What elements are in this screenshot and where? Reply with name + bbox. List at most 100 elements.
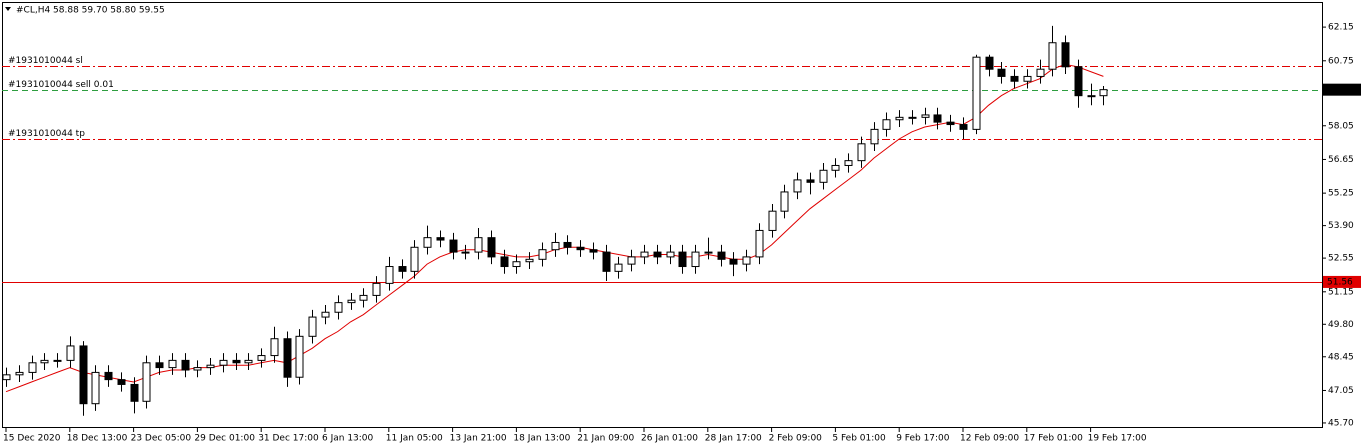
price-label-box bbox=[1323, 83, 1361, 96]
candle-body bbox=[589, 249, 598, 253]
candle-body bbox=[576, 246, 585, 251]
candle-body bbox=[385, 266, 394, 284]
x-tick-label: 9 Feb 17:00 bbox=[896, 434, 950, 444]
candle-body bbox=[895, 116, 904, 121]
candle-body bbox=[295, 335, 304, 378]
candle-body bbox=[142, 362, 151, 402]
price-label: 59.55 bbox=[1327, 85, 1353, 95]
candle-body bbox=[436, 237, 445, 241]
candle-body bbox=[678, 251, 687, 268]
candle-body bbox=[640, 251, 649, 258]
chart-title: #CL,H4 58.88 59.70 58.80 59.55 bbox=[16, 6, 165, 16]
candle-body bbox=[627, 256, 636, 265]
candle-body bbox=[780, 191, 789, 212]
candle-body bbox=[831, 164, 840, 171]
candle-body bbox=[972, 56, 981, 130]
candle-body bbox=[206, 364, 215, 369]
candle-body bbox=[742, 256, 751, 265]
candle-body bbox=[334, 302, 343, 313]
y-tick-label: 58.05 bbox=[1328, 121, 1354, 131]
candle-body bbox=[704, 251, 713, 254]
x-tick-label: 23 Dec 05:00 bbox=[131, 434, 192, 444]
candle-body bbox=[423, 237, 432, 248]
candle-body bbox=[449, 239, 458, 253]
candle-body bbox=[806, 179, 815, 183]
candle-body bbox=[257, 355, 266, 361]
candle-body bbox=[691, 251, 700, 268]
candle-body bbox=[181, 359, 190, 371]
candle-body bbox=[155, 362, 164, 369]
y-tick-label: 56.65 bbox=[1328, 155, 1354, 165]
candle-body bbox=[321, 311, 330, 318]
x-tick-label: 21 Jan 09:00 bbox=[577, 434, 634, 444]
candle-body bbox=[551, 241, 560, 251]
candle-body bbox=[410, 246, 419, 272]
candle-body bbox=[53, 359, 62, 362]
candle-body bbox=[614, 263, 623, 272]
y-tick-label: 47.05 bbox=[1328, 386, 1354, 396]
candle-body bbox=[79, 345, 88, 405]
candle-body bbox=[985, 56, 994, 70]
candle-body bbox=[117, 379, 126, 385]
x-tick-label: 13 Jan 21:00 bbox=[450, 434, 507, 444]
candle-body bbox=[768, 210, 777, 231]
candle-body bbox=[398, 266, 407, 272]
candle-body bbox=[1010, 75, 1019, 82]
y-tick-label: 55.25 bbox=[1328, 189, 1354, 199]
candle-body bbox=[1023, 75, 1032, 82]
candle-body bbox=[538, 249, 547, 260]
candle-body bbox=[793, 179, 802, 193]
price-label-box bbox=[1323, 275, 1361, 288]
candle-body bbox=[921, 114, 930, 118]
candle-body bbox=[1036, 68, 1045, 77]
candle-body bbox=[1074, 66, 1083, 97]
candle-body bbox=[525, 258, 534, 263]
candle-body bbox=[359, 294, 368, 301]
x-tick-label: 6 Jan 13:00 bbox=[322, 434, 374, 444]
x-tick-label: 31 Dec 17:00 bbox=[258, 434, 319, 444]
y-tick-label: 60.75 bbox=[1328, 56, 1354, 66]
menu-arrow[interactable] bbox=[5, 7, 11, 11]
level-label: #1931010044 sl bbox=[8, 56, 83, 66]
level-label: #1931010044 sell 0.01 bbox=[8, 80, 114, 90]
candle-body bbox=[270, 338, 279, 357]
candle-body bbox=[1099, 89, 1108, 97]
candle-body bbox=[40, 359, 49, 364]
candle-body bbox=[717, 251, 726, 260]
candle-body bbox=[232, 359, 241, 364]
price-label: 51.56 bbox=[1327, 277, 1353, 287]
y-tick-label: 53.90 bbox=[1328, 221, 1354, 231]
candle-body bbox=[130, 383, 139, 402]
candle-body bbox=[870, 128, 879, 145]
x-tick-label: 18 Dec 13:00 bbox=[67, 434, 128, 444]
candle-body bbox=[2, 374, 11, 381]
candle-body bbox=[91, 371, 100, 405]
x-tick-label: 29 Dec 01:00 bbox=[194, 434, 255, 444]
candle-body bbox=[347, 299, 356, 304]
candle-body bbox=[1087, 95, 1096, 98]
x-tick-label: 19 Feb 17:00 bbox=[1088, 434, 1147, 444]
candle-body bbox=[308, 316, 317, 337]
candle-body bbox=[844, 160, 853, 166]
x-tick-label: 18 Jan 13:00 bbox=[513, 434, 570, 444]
level-label: #1931010044 tp bbox=[8, 129, 85, 139]
candle-body bbox=[283, 338, 292, 378]
candle-body bbox=[487, 237, 496, 258]
y-tick-label: 48.45 bbox=[1328, 352, 1354, 362]
candle-body bbox=[1061, 42, 1070, 68]
candle-body bbox=[461, 251, 470, 254]
x-tick-label: 15 Dec 2020 bbox=[3, 434, 61, 444]
candle-body bbox=[104, 371, 113, 381]
x-tick-label: 28 Jan 17:00 bbox=[705, 434, 762, 444]
y-tick-label: 62.15 bbox=[1328, 23, 1354, 33]
candle-body bbox=[959, 124, 968, 130]
candle-body bbox=[244, 359, 253, 364]
candle-body bbox=[28, 362, 37, 373]
candle-body bbox=[602, 251, 611, 272]
y-tick-label: 45.70 bbox=[1328, 418, 1354, 428]
candle-body bbox=[372, 282, 381, 296]
x-tick-label: 26 Jan 01:00 bbox=[641, 434, 698, 444]
candle-body bbox=[755, 229, 764, 258]
